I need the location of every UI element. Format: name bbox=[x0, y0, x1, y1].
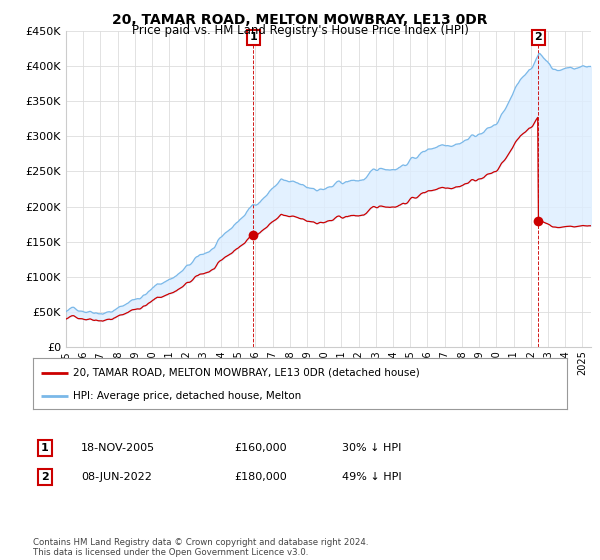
Text: £180,000: £180,000 bbox=[234, 472, 287, 482]
Text: 30% ↓ HPI: 30% ↓ HPI bbox=[342, 443, 401, 453]
Text: 49% ↓ HPI: 49% ↓ HPI bbox=[342, 472, 401, 482]
Text: 18-NOV-2005: 18-NOV-2005 bbox=[81, 443, 155, 453]
Text: 08-JUN-2022: 08-JUN-2022 bbox=[81, 472, 152, 482]
Text: Price paid vs. HM Land Registry's House Price Index (HPI): Price paid vs. HM Land Registry's House … bbox=[131, 24, 469, 36]
Text: 20, TAMAR ROAD, MELTON MOWBRAY, LE13 0DR (detached house): 20, TAMAR ROAD, MELTON MOWBRAY, LE13 0DR… bbox=[73, 367, 420, 377]
Text: 2: 2 bbox=[535, 32, 542, 43]
Text: Contains HM Land Registry data © Crown copyright and database right 2024.
This d: Contains HM Land Registry data © Crown c… bbox=[33, 538, 368, 557]
Text: 20, TAMAR ROAD, MELTON MOWBRAY, LE13 0DR: 20, TAMAR ROAD, MELTON MOWBRAY, LE13 0DR bbox=[112, 13, 488, 27]
Text: 1: 1 bbox=[41, 443, 49, 453]
Text: £160,000: £160,000 bbox=[234, 443, 287, 453]
Text: 2: 2 bbox=[41, 472, 49, 482]
Text: HPI: Average price, detached house, Melton: HPI: Average price, detached house, Melt… bbox=[73, 391, 301, 401]
Text: 1: 1 bbox=[250, 32, 257, 43]
